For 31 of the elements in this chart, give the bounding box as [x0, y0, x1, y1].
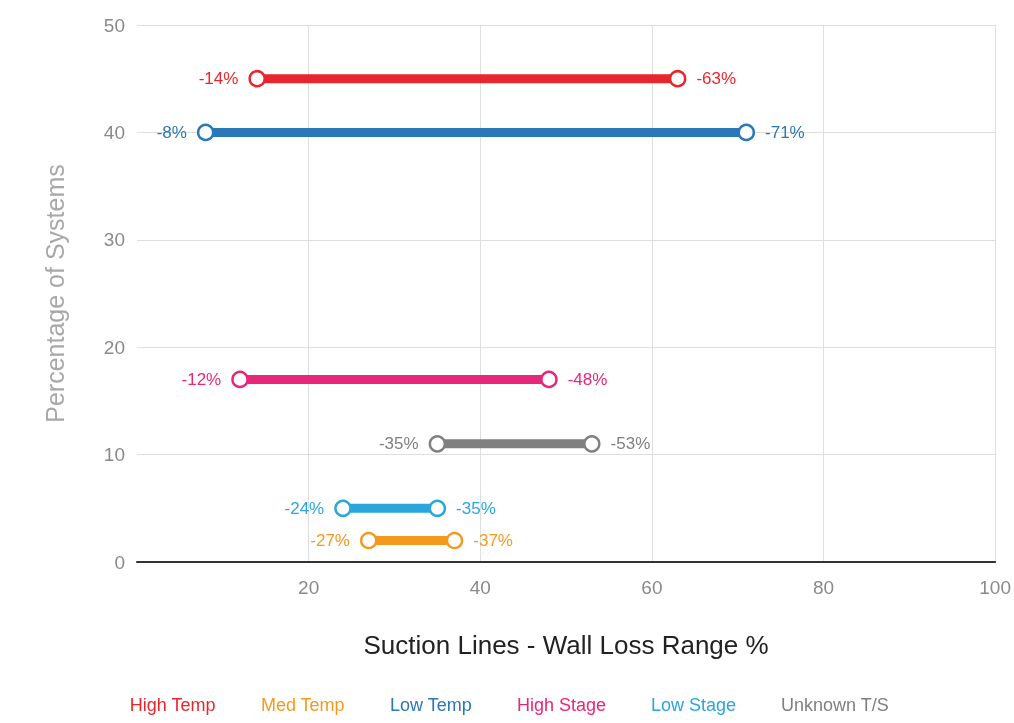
text: High Temp — [129, 695, 216, 715]
data-label: -8% — [156, 122, 187, 142]
data-label: -63% — [696, 69, 737, 89]
data-label: -37% — [473, 531, 513, 551]
text: Med Temp — [260, 695, 345, 715]
x-tick-label: 60 — [641, 577, 663, 598]
data-label: -71% — [765, 122, 805, 142]
x-tick-label: 40 — [469, 577, 491, 598]
text: Low Stage — [651, 695, 737, 715]
y-tick-label: 0 — [114, 551, 125, 573]
data-label: -14% — [198, 69, 239, 89]
text: Unknown T/S — [781, 695, 889, 715]
data-label: -35% — [378, 434, 419, 454]
y-tick-label: 40 — [103, 121, 125, 143]
text: Low Temp — [389, 695, 472, 715]
y-tick-label: 10 — [103, 444, 125, 466]
x-tick-label: 20 — [298, 577, 320, 598]
data-label: -53% — [610, 434, 651, 454]
x-axis-title: Suction Lines - Wall Loss Range % — [363, 630, 769, 660]
data-label: -24% — [284, 498, 325, 518]
y-axis-title: Percentage of Systems — [40, 164, 69, 423]
data-label: -35% — [456, 498, 496, 518]
y-tick-label: 30 — [103, 229, 125, 251]
y-tick-label: 50 — [103, 14, 125, 36]
y-tick-label: 20 — [103, 336, 125, 358]
data-label: -27% — [310, 531, 350, 551]
data-label: -48% — [567, 369, 608, 389]
x-tick-label: 100 — [979, 577, 1011, 598]
x-tick-label: 80 — [812, 577, 835, 598]
data-label: -12% — [181, 369, 222, 389]
text: High Stage — [516, 695, 607, 715]
